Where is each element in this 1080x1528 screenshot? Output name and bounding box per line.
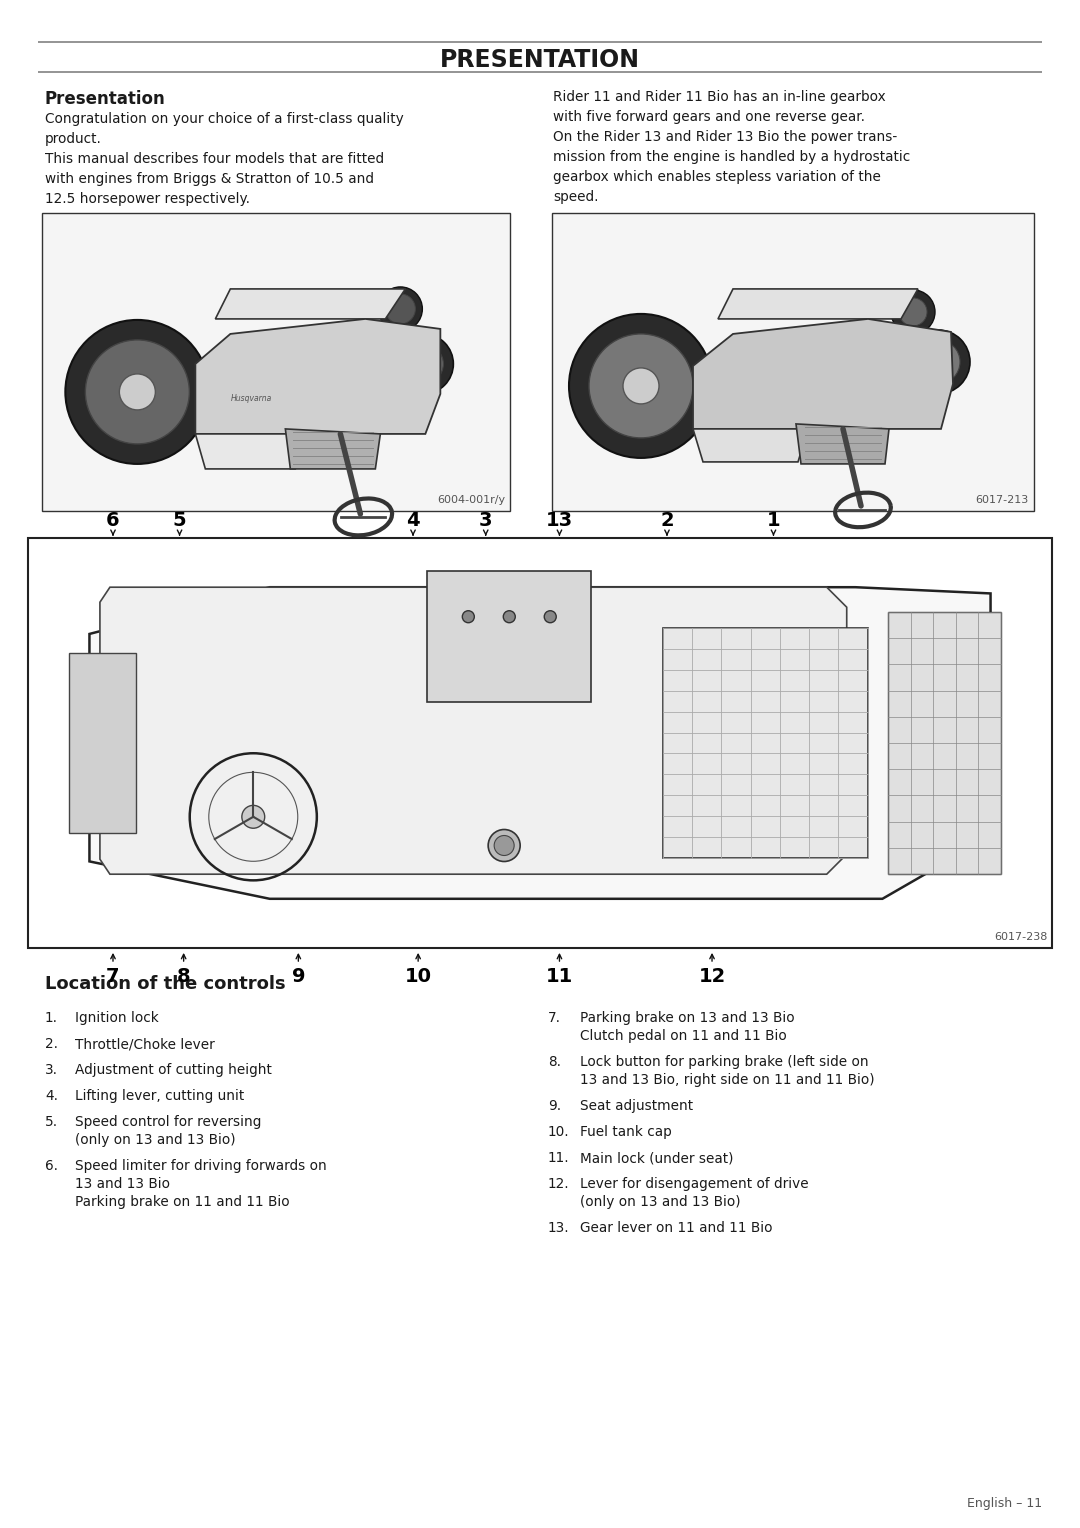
Text: 8: 8: [177, 967, 190, 986]
Text: Location of the controls: Location of the controls: [45, 975, 285, 993]
Text: Seat adjustment: Seat adjustment: [580, 1099, 693, 1112]
Bar: [28, 538, 1052, 947]
Polygon shape: [718, 289, 918, 319]
Text: 2: 2: [660, 510, 674, 530]
Text: 13.: 13.: [548, 1221, 569, 1235]
Circle shape: [393, 335, 454, 394]
Text: 13 and 13 Bio, right side on 11 and 11 Bio): 13 and 13 Bio, right side on 11 and 11 B…: [580, 1073, 875, 1086]
Bar: [663, 628, 867, 857]
Text: 5.: 5.: [45, 1115, 58, 1129]
Polygon shape: [195, 319, 441, 434]
Circle shape: [462, 611, 474, 623]
Bar: [888, 611, 1001, 874]
Polygon shape: [215, 289, 405, 319]
Text: 5: 5: [173, 510, 187, 530]
Polygon shape: [195, 434, 306, 469]
Text: Gear lever on 11 and 11 Bio: Gear lever on 11 and 11 Bio: [580, 1221, 772, 1235]
Text: Lever for disengagement of drive: Lever for disengagement of drive: [580, 1177, 809, 1190]
Text: 7: 7: [106, 967, 120, 986]
Text: Congratulation on your choice of a first-class quality
product.: Congratulation on your choice of a first…: [45, 112, 404, 147]
Circle shape: [906, 330, 970, 394]
Circle shape: [242, 805, 265, 828]
Text: On the Rider 13 and Rider 13 Bio the power trans-
mission from the engine is han: On the Rider 13 and Rider 13 Bio the pow…: [553, 130, 910, 205]
Polygon shape: [100, 587, 847, 874]
Text: 11.: 11.: [548, 1151, 569, 1164]
Text: (only on 13 and 13 Bio): (only on 13 and 13 Bio): [75, 1132, 235, 1148]
Text: 4.: 4.: [45, 1089, 58, 1103]
Circle shape: [495, 836, 514, 856]
Text: Lock button for parking brake (left side on: Lock button for parking brake (left side…: [580, 1054, 868, 1070]
Circle shape: [503, 611, 515, 623]
Text: 1: 1: [767, 510, 780, 530]
Circle shape: [66, 319, 210, 465]
Text: 6017-213: 6017-213: [975, 495, 1029, 504]
Text: 1.: 1.: [45, 1012, 58, 1025]
Text: Speed control for reversing: Speed control for reversing: [75, 1115, 261, 1129]
Circle shape: [386, 293, 416, 324]
Text: 12.: 12.: [548, 1177, 569, 1190]
Text: 6.: 6.: [45, 1160, 58, 1174]
Text: Clutch pedal on 11 and 11 Bio: Clutch pedal on 11 and 11 Bio: [580, 1028, 786, 1044]
Text: 3.: 3.: [45, 1063, 58, 1077]
Bar: [428, 571, 591, 701]
Text: 13 and 13 Bio: 13 and 13 Bio: [75, 1177, 170, 1190]
Text: Lifting lever, cutting unit: Lifting lever, cutting unit: [75, 1089, 244, 1103]
Text: This manual describes four models that are fitted
with engines from Briggs & Str: This manual describes four models that a…: [45, 151, 384, 206]
Text: 10: 10: [405, 967, 432, 986]
Text: Husqvarna: Husqvarna: [230, 394, 271, 403]
Text: (only on 13 and 13 Bio): (only on 13 and 13 Bio): [580, 1195, 741, 1209]
Text: Presentation: Presentation: [45, 90, 165, 108]
Circle shape: [589, 335, 693, 439]
Polygon shape: [693, 429, 808, 461]
Text: Ignition lock: Ignition lock: [75, 1012, 159, 1025]
Text: Parking brake on 13 and 13 Bio: Parking brake on 13 and 13 Bio: [580, 1012, 795, 1025]
Text: 9: 9: [292, 967, 305, 986]
Circle shape: [916, 339, 960, 384]
Bar: [69, 652, 135, 833]
Text: 7.: 7.: [548, 1012, 561, 1025]
Text: 12: 12: [699, 967, 726, 986]
Bar: [42, 212, 510, 510]
Circle shape: [544, 611, 556, 623]
Text: Rider 11 and Rider 11 Bio has an in-line gearbox
with five forward gears and one: Rider 11 and Rider 11 Bio has an in-line…: [553, 90, 886, 124]
Polygon shape: [796, 423, 889, 465]
Circle shape: [378, 287, 422, 332]
Circle shape: [623, 368, 659, 403]
Text: Throttle/Choke lever: Throttle/Choke lever: [75, 1038, 215, 1051]
Polygon shape: [90, 587, 990, 898]
Text: 10.: 10.: [548, 1125, 569, 1138]
Text: 6017-238: 6017-238: [995, 932, 1048, 941]
Text: 9.: 9.: [548, 1099, 562, 1112]
Circle shape: [488, 830, 521, 862]
Circle shape: [120, 374, 156, 410]
Bar: [552, 212, 1034, 510]
Circle shape: [85, 339, 189, 445]
Text: Speed limiter for driving forwards on: Speed limiter for driving forwards on: [75, 1160, 327, 1174]
Text: PRESENTATION: PRESENTATION: [440, 47, 640, 72]
Circle shape: [569, 313, 713, 458]
Text: 2.: 2.: [45, 1038, 58, 1051]
Text: 11: 11: [545, 967, 573, 986]
Text: 4: 4: [406, 510, 420, 530]
Text: 6004-001r/y: 6004-001r/y: [437, 495, 505, 504]
Text: English – 11: English – 11: [967, 1497, 1042, 1510]
Text: Adjustment of cutting height: Adjustment of cutting height: [75, 1063, 272, 1077]
Text: 6: 6: [106, 510, 120, 530]
Text: 13: 13: [545, 510, 573, 530]
Text: Parking brake on 11 and 11 Bio: Parking brake on 11 and 11 Bio: [75, 1195, 289, 1209]
Circle shape: [891, 290, 935, 335]
Circle shape: [403, 344, 444, 384]
Text: Main lock (under seat): Main lock (under seat): [580, 1151, 733, 1164]
Circle shape: [899, 298, 927, 325]
Text: 8.: 8.: [548, 1054, 561, 1070]
Polygon shape: [693, 319, 953, 429]
Text: Fuel tank cap: Fuel tank cap: [580, 1125, 672, 1138]
Polygon shape: [285, 429, 380, 469]
Text: 3: 3: [478, 510, 492, 530]
